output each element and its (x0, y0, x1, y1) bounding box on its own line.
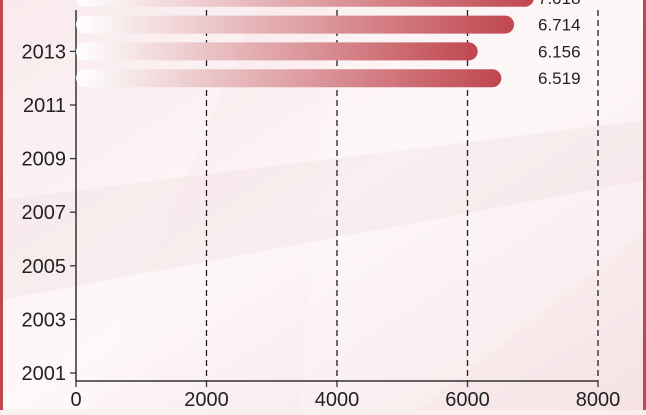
y-tick-labels: 2013 2011 2009 2007 2005 2003 2001 (22, 41, 76, 385)
bar-2014 (76, 15, 515, 34)
data-label-2014: 6.714 (538, 16, 581, 35)
x-tick-label-4000: 4000 (315, 389, 360, 410)
x-tick-label-6000: 6000 (445, 389, 490, 410)
y-tick-label-2011: 2011 (23, 95, 66, 117)
y-tick-label-2001: 2001 (22, 363, 67, 385)
y-tick-label-2009: 2009 (22, 149, 67, 171)
x-tick-label-2000: 2000 (184, 389, 229, 410)
data-label-2013: 6.156 (538, 42, 581, 61)
y-tick-label-2013: 2013 (22, 41, 67, 63)
data-labels: 7.018 6.714 6.156 6.519 (538, 0, 581, 88)
bar-2015 (76, 0, 534, 7)
y-tick-label-2003: 2003 (22, 309, 67, 331)
x-tick-label-0: 0 (70, 389, 81, 410)
data-label-2015: 7.018 (538, 0, 581, 8)
data-label-2012: 6.519 (538, 69, 581, 88)
x-tick-labels: 0 2000 4000 6000 8000 (70, 381, 621, 411)
bar-2012 (76, 69, 502, 88)
y-tick-label-2007: 2007 (22, 202, 67, 224)
bar-2013 (76, 42, 478, 61)
y-tick-label-2005: 2005 (22, 256, 67, 278)
bars (76, 0, 534, 88)
x-tick-label-8000: 8000 (576, 389, 621, 410)
